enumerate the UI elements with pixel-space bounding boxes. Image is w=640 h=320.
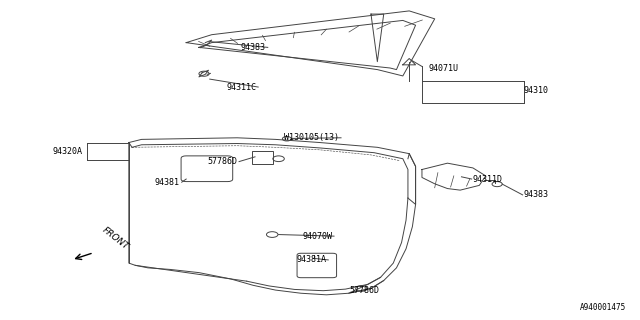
Text: 94070W: 94070W [303, 232, 333, 241]
Text: 94071U: 94071U [428, 63, 458, 73]
Text: 57786D: 57786D [207, 157, 237, 166]
Text: W130105(13): W130105(13) [284, 133, 339, 142]
Text: 94310: 94310 [524, 86, 549, 95]
Text: 94383: 94383 [524, 190, 549, 199]
Text: 94381: 94381 [155, 178, 180, 187]
Text: FRONT: FRONT [100, 225, 130, 251]
Text: 94381A: 94381A [296, 255, 326, 264]
Text: 57786D: 57786D [349, 285, 380, 295]
Text: 94320A: 94320A [53, 147, 83, 156]
Text: 94383: 94383 [241, 43, 266, 52]
Text: 94311C: 94311C [227, 83, 256, 92]
Text: A940001475: A940001475 [580, 303, 626, 312]
Text: 94311D: 94311D [473, 174, 503, 184]
